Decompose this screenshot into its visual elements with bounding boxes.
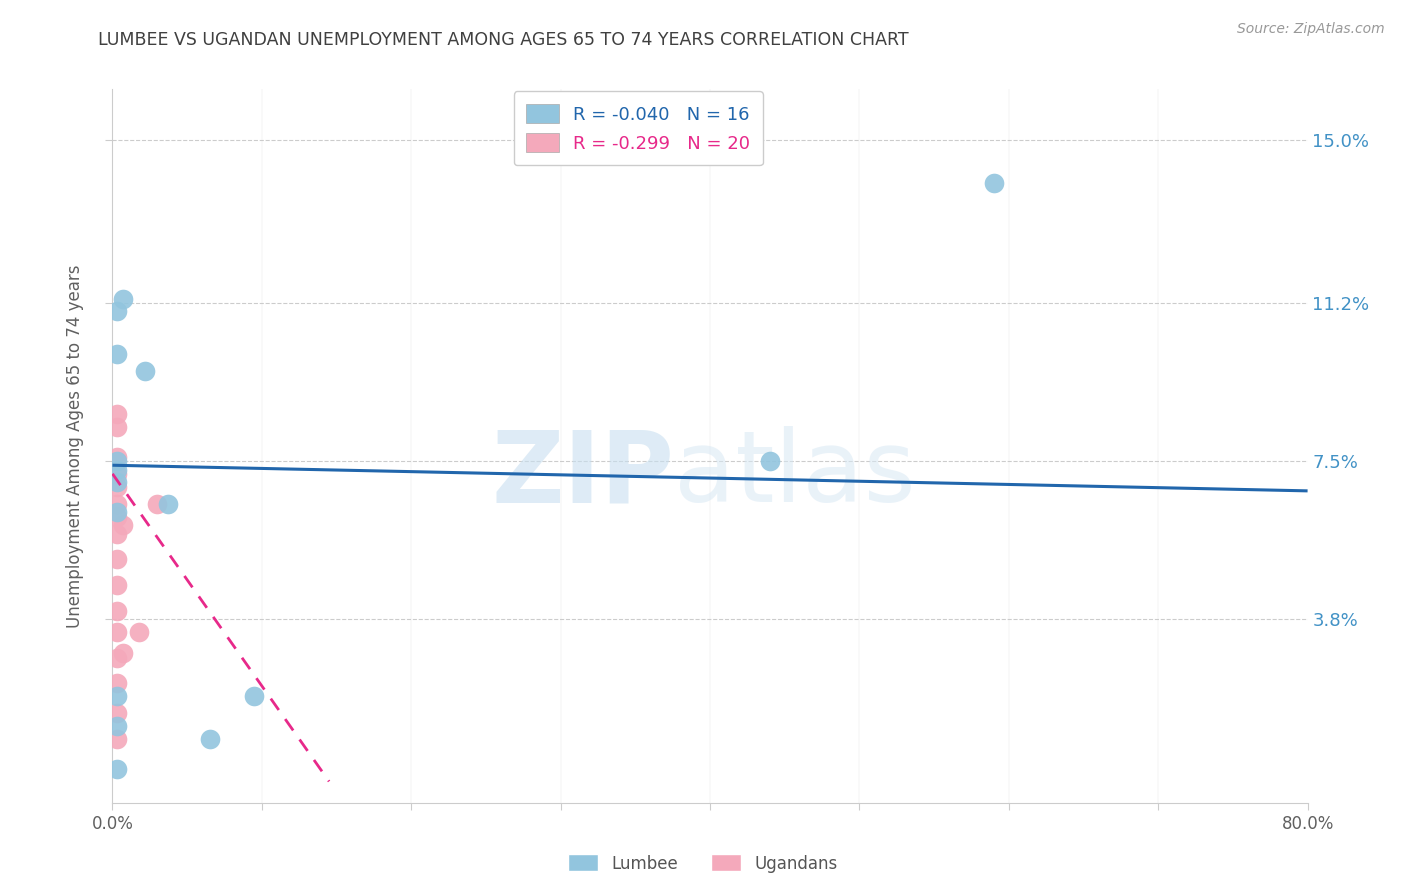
Point <box>156 497 179 511</box>
Text: Source: ZipAtlas.com: Source: ZipAtlas.com <box>1237 22 1385 37</box>
Point <box>105 480 128 494</box>
Point <box>105 650 128 665</box>
Point <box>983 176 1005 190</box>
Text: ZIP: ZIP <box>491 426 675 523</box>
Y-axis label: Unemployment Among Ages 65 to 74 years: Unemployment Among Ages 65 to 74 years <box>66 264 84 628</box>
Point <box>111 518 134 533</box>
Point <box>105 689 128 703</box>
Point <box>105 467 128 481</box>
Text: atlas: atlas <box>675 426 915 523</box>
Point <box>105 762 128 776</box>
Point <box>105 624 128 639</box>
Point <box>105 509 128 524</box>
Point <box>105 450 128 464</box>
Point <box>105 731 128 746</box>
Point <box>759 454 782 468</box>
Point <box>105 407 128 421</box>
Text: LUMBEE VS UGANDAN UNEMPLOYMENT AMONG AGES 65 TO 74 YEARS CORRELATION CHART: LUMBEE VS UGANDAN UNEMPLOYMENT AMONG AGE… <box>98 31 910 49</box>
Point <box>105 497 128 511</box>
Point <box>105 603 128 617</box>
Point <box>198 731 221 746</box>
Point <box>105 552 128 566</box>
Legend: R = -0.040   N = 16, R = -0.299   N = 20: R = -0.040 N = 16, R = -0.299 N = 20 <box>513 91 763 165</box>
Point <box>105 676 128 690</box>
Point <box>105 347 128 361</box>
Point <box>105 578 128 592</box>
Point <box>105 454 128 468</box>
Point <box>243 689 266 703</box>
Point <box>105 462 128 476</box>
Point <box>134 364 156 378</box>
Point <box>105 706 128 720</box>
Point <box>146 497 169 511</box>
Point <box>105 475 128 490</box>
Point <box>105 526 128 541</box>
Point <box>105 419 128 434</box>
Point <box>105 719 128 733</box>
Point <box>111 646 134 660</box>
Point <box>105 304 128 318</box>
Legend: Lumbee, Ugandans: Lumbee, Ugandans <box>561 847 845 880</box>
Point <box>128 624 150 639</box>
Point <box>105 505 128 519</box>
Point <box>111 292 134 306</box>
